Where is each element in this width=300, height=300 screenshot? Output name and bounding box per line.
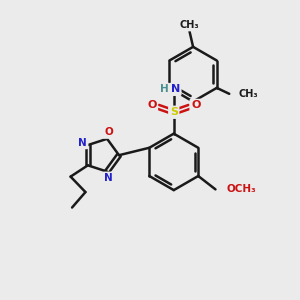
Text: OCH₃: OCH₃ <box>227 184 256 194</box>
Text: N: N <box>171 84 180 94</box>
Text: N: N <box>78 138 87 148</box>
Text: S: S <box>170 107 178 117</box>
Text: CH₃: CH₃ <box>180 20 199 30</box>
Text: O: O <box>191 100 200 110</box>
Text: N: N <box>104 173 113 183</box>
Text: H: H <box>160 84 169 94</box>
Text: O: O <box>104 127 113 137</box>
Text: O: O <box>147 100 157 110</box>
Text: CH₃: CH₃ <box>239 89 258 99</box>
